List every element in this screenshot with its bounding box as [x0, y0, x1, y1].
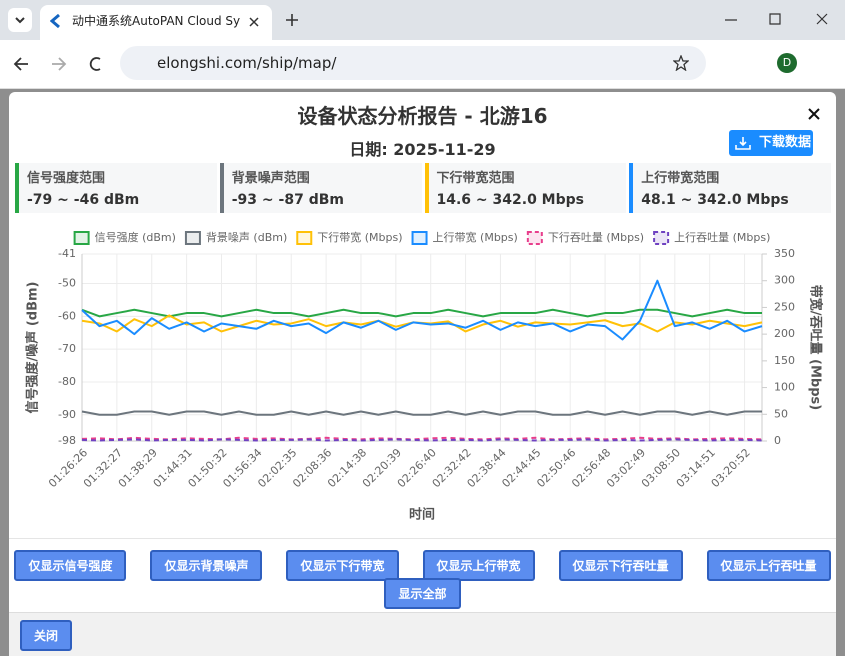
- series-line: [81, 308, 762, 318]
- filter-button[interactable]: 仅显示上行带宽: [422, 550, 535, 581]
- download-label: 下载数据: [758, 135, 811, 150]
- y-tick-label: -70: [58, 342, 76, 355]
- new-tab[interactable]: [284, 12, 300, 28]
- y2-axis-title: 带宽/吞吐量 (Mbps): [808, 285, 824, 410]
- legend-label: 上行带宽 (Mbps): [433, 230, 518, 244]
- bookmark-star[interactable]: [673, 55, 689, 71]
- stat-value: -79 ~ -46 dBm: [27, 192, 140, 208]
- stat-value: -93 ~ -87 dBm: [231, 192, 344, 208]
- separator: [9, 538, 836, 539]
- nav-buttons[interactable]: [12, 54, 112, 74]
- legend-item: 下行带宽 (Mbps): [296, 230, 403, 245]
- y2-tick-label: 350: [774, 247, 795, 260]
- legend-label: 上行吞吐量 (Mbps): [674, 231, 770, 244]
- filter-button[interactable]: 仅显示背景噪声: [150, 550, 263, 581]
- legend: 信号强度 (dBm) 背景噪声 (dBm) 下行带宽 (Mbps) 上行带宽 (Mbp…: [73, 230, 770, 245]
- legend-label: 背景噪声 (dBm): [206, 230, 287, 244]
- legend-item: 上行吞吐量 (Mbps): [653, 231, 770, 245]
- y2-tick-label: 200: [774, 327, 795, 340]
- stat-label: 下行带宽范围: [436, 171, 515, 186]
- stat-card: 信号强度范围 -79 ~ -46 dBm: [15, 163, 217, 213]
- legend-label: 信号强度 (dBm): [95, 230, 176, 244]
- legend-item: 下行吞吐量 (Mbps): [526, 231, 644, 245]
- y-tick-label: -50: [58, 277, 76, 290]
- tab-bar: 动中通系统AutoPAN Cloud Sy: [0, 0, 845, 40]
- y-axis-title: 信号强度/噪声 (dBm): [25, 282, 41, 414]
- modal: 设备状态分析报告 - 北游16 日期: 2025-11-29 下载数据 信号强度…: [9, 92, 836, 656]
- legend-item: 信号强度 (dBm): [73, 230, 176, 245]
- filter-button[interactable]: 仅显示信号强度: [14, 550, 127, 581]
- show-all-row: 显示全部: [9, 578, 836, 609]
- legend-swatch: [296, 231, 313, 245]
- profile-avatar[interactable]: D: [777, 53, 797, 73]
- y2-tick-label: 250: [774, 300, 795, 313]
- legend-label: 下行带宽 (Mbps): [317, 230, 402, 244]
- download-icon: [735, 137, 751, 150]
- x-axis-title: 时间: [409, 507, 435, 523]
- filter-button[interactable]: 仅显示上行吞吐量: [706, 550, 831, 581]
- url-text: elongshi.com/ship/map/: [157, 54, 337, 72]
- tab-title: 动中通系统AutoPAN Cloud Sy: [72, 14, 241, 28]
- y-tick-label: -98: [58, 434, 76, 447]
- y2-tick-label: 0: [774, 434, 781, 447]
- y-tick-label: -60: [58, 309, 76, 322]
- show-all-button[interactable]: 显示全部: [384, 578, 461, 609]
- y2-tick-label: 100: [774, 381, 795, 394]
- download-button[interactable]: 下载数据: [729, 130, 813, 156]
- stats-row: 信号强度范围 -79 ~ -46 dBm 背景噪声范围 -93 ~ -87 dBm 下行…: [15, 163, 831, 213]
- chart: -98 -90 -80 -70 -60 -50 -41 0 50 100 150 200 250 300 3…: [25, 230, 824, 523]
- report-date: 日期: 2025-11-29: [349, 140, 496, 159]
- stat-value: 48.1 ~ 342.0 Mbps: [641, 192, 789, 208]
- series-line: [81, 436, 763, 441]
- y-tick-label: -80: [58, 375, 76, 388]
- stat-label: 上行带宽范围: [641, 171, 720, 186]
- legend-swatch: [73, 231, 90, 245]
- stat-value: 14.6 ~ 342.0 Mbps: [436, 192, 585, 208]
- legend-swatch: [526, 231, 543, 245]
- legend-item: 上行带宽 (Mbps): [411, 230, 518, 245]
- y2-tick-label: 50: [774, 407, 788, 420]
- stat-card: 上行带宽范围 48.1 ~ 342.0 Mbps: [629, 163, 831, 213]
- legend-item: 背景噪声 (dBm): [184, 230, 287, 245]
- chevron-icon: [15, 17, 25, 24]
- window-controls[interactable]: [725, 12, 835, 28]
- stat-label: 信号强度范围: [27, 171, 106, 186]
- legend-swatch: [184, 231, 201, 245]
- stat-card: 背景噪声范围 -93 ~ -87 dBm: [219, 163, 422, 213]
- series-line: [81, 279, 763, 341]
- series-line: [81, 410, 762, 416]
- stat-card: 下行带宽范围 14.6 ~ 342.0 Mbps: [424, 163, 627, 213]
- filter-button[interactable]: 仅显示下行吞吐量: [558, 550, 683, 581]
- tab-search[interactable]: [8, 8, 32, 32]
- filter-button[interactable]: 仅显示下行带宽: [286, 550, 399, 581]
- modal-footer: 关闭: [9, 612, 836, 656]
- series-line: [81, 438, 763, 442]
- tab-close[interactable]: [248, 16, 260, 28]
- y2-tick-label: 150: [774, 354, 795, 367]
- address-row: elongshi.com/ship/map/ D: [0, 40, 845, 89]
- y-tick-label: -90: [58, 408, 76, 421]
- modal-title: 设备状态分析报告 - 北游16: [297, 104, 548, 128]
- favicon: [50, 14, 60, 28]
- legend-swatch: [653, 231, 670, 245]
- stat-label: 背景噪声范围: [231, 171, 310, 186]
- filter-buttons: 仅显示信号强度 仅显示背景噪声 仅显示下行带宽 仅显示上行带宽 仅显示下行吞吐量 仅显示上…: [9, 550, 836, 581]
- legend-label: 下行吞吐量 (Mbps): [548, 231, 644, 244]
- legend-swatch: [411, 231, 428, 245]
- close-button[interactable]: 关闭: [20, 620, 73, 651]
- y2-tick-label: 300: [774, 274, 795, 287]
- address-bar[interactable]: elongshi.com/ship/map/: [120, 46, 706, 80]
- tab[interactable]: 动中通系统AutoPAN Cloud Sy: [40, 5, 272, 40]
- y-tick-label: -41: [58, 247, 76, 260]
- modal-close-x[interactable]: [808, 108, 820, 120]
